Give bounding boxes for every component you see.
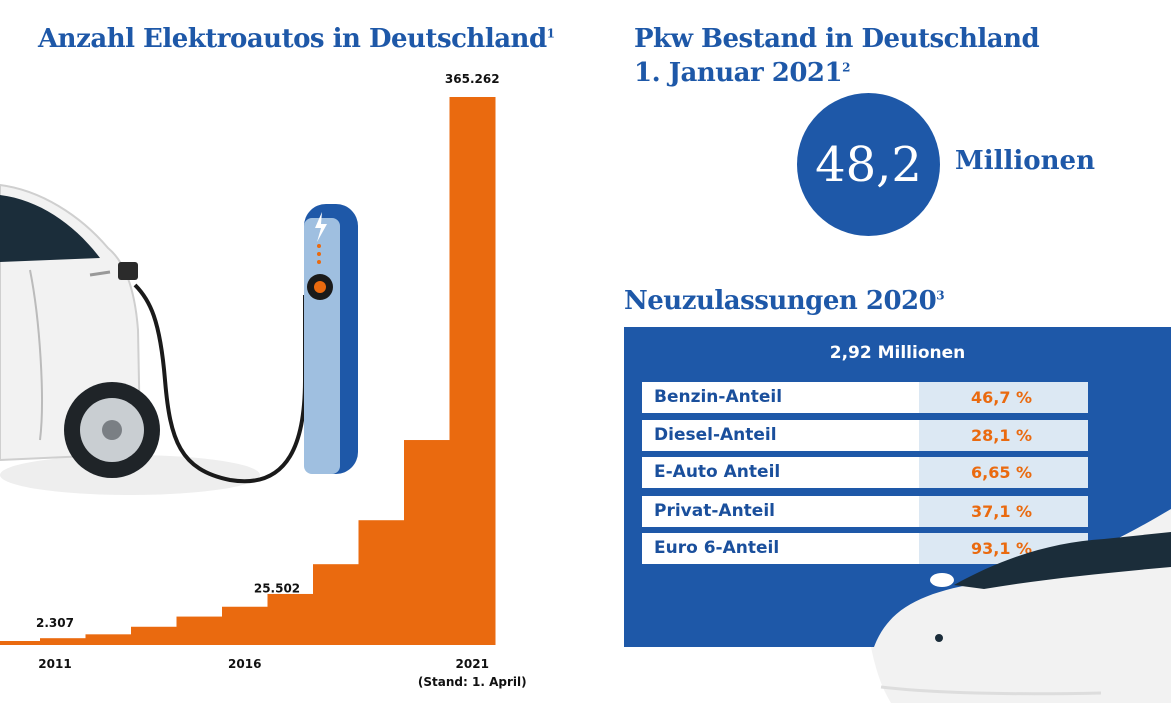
bar-2013	[85, 634, 132, 645]
row-value: 37,1 %	[919, 496, 1088, 527]
ev-illustration	[0, 183, 358, 495]
value-label-2011: 2.307	[36, 616, 74, 630]
bar-2021	[449, 97, 496, 645]
bar-2015	[176, 616, 223, 645]
stock-title-line2: 1. Januar 20212	[634, 58, 850, 88]
value-label-2021: 365.262	[445, 72, 500, 86]
footnote-marker: 3	[936, 288, 945, 303]
table-row: Diesel-Anteil 28,1 %	[642, 420, 1088, 451]
row-value: 28,1 %	[919, 420, 1088, 451]
bar-2014	[131, 626, 177, 645]
ev-bar-chart: 2.307 25.502 365.262 2011 2016 2021 (Stand: 1…	[0, 72, 533, 689]
registrations-total: 2,92 Millionen	[829, 343, 966, 363]
table-row: Privat-Anteil 37,1 %	[642, 496, 1088, 527]
bar-2017	[267, 593, 314, 645]
row-label: Privat-Anteil	[654, 501, 775, 521]
bar-2020	[404, 440, 450, 645]
row-label: Benzin-Anteil	[654, 387, 783, 407]
bar-2016	[222, 606, 268, 645]
bar-2018	[313, 564, 359, 645]
table-row: E-Auto Anteil 6,65 %	[642, 457, 1088, 488]
registrations-panel: 2,92 Millionen Benzin-Anteil 46,7 % Dies…	[624, 327, 1171, 647]
car-illustration-bottom	[871, 647, 1171, 703]
chart-title: Anzahl Elektroautos in Deutschland1	[38, 24, 555, 54]
footnote-marker: 2	[842, 60, 850, 75]
x-tick-2021: 2021	[456, 657, 489, 671]
row-label: Euro 6-Anteil	[654, 538, 780, 558]
row-value: 46,7 %	[919, 382, 1088, 413]
row-value: 6,65 %	[919, 457, 1088, 488]
registrations-title: Neuzulassungen 20203	[624, 286, 945, 316]
table-row: Benzin-Anteil 46,7 %	[642, 382, 1088, 413]
stock-unit: Millionen	[955, 146, 1095, 176]
stock-title-line1: Pkw Bestand in Deutschland	[634, 24, 1040, 54]
footnote-marker: 1	[546, 26, 555, 41]
x-tick-2011: 2011	[38, 657, 71, 671]
car-illustration	[0, 183, 160, 478]
value-label-2016: 25.502	[254, 582, 300, 596]
charging-station	[304, 204, 358, 474]
bar-2019	[358, 520, 405, 645]
growth-arrow	[503, 108, 533, 640]
charge-port	[118, 262, 138, 280]
row-label: Diesel-Anteil	[654, 425, 777, 445]
bar-2011	[0, 641, 41, 645]
headlight	[930, 573, 954, 587]
stock-value-circle: 48,2	[797, 93, 940, 236]
row-label: E-Auto Anteil	[654, 462, 781, 482]
x-tick-2016: 2016	[228, 657, 261, 671]
charging-cable	[133, 283, 307, 484]
x-tick-note: (Stand: 1. April)	[418, 675, 527, 689]
car-illustration-corner	[874, 509, 1171, 647]
lightning-icon	[315, 212, 327, 242]
bar-2012	[40, 638, 86, 645]
